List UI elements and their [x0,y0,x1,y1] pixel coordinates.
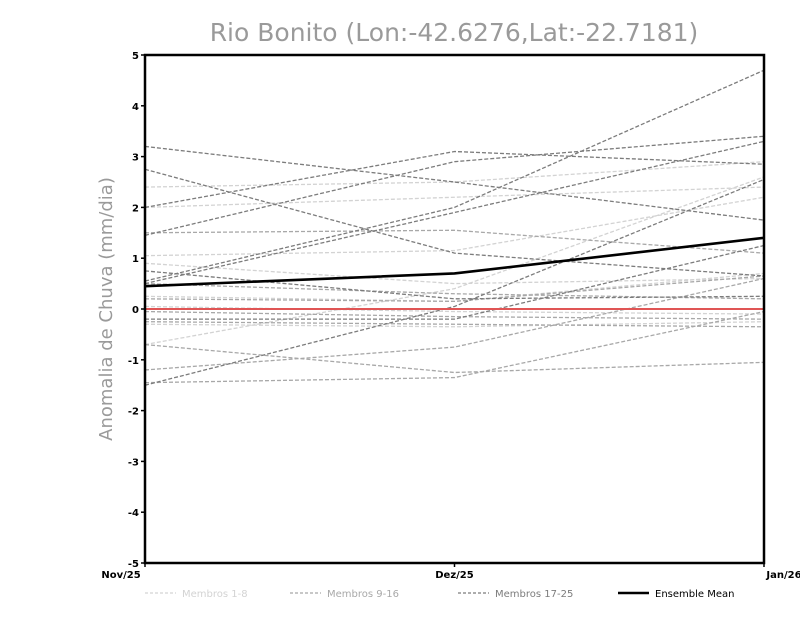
member-line-14 [144,343,765,374]
legend-label: Membros 9-16 [327,589,399,600]
x-tick-label: Jan/26 [765,570,800,581]
member-line-20 [144,135,765,236]
member-line-25 [144,178,765,386]
y-tick-label: 3 [132,153,139,164]
ensemble-mean-line [144,236,765,288]
y-tick-label: 1 [132,254,139,265]
legend-label: Membros 1-8 [182,589,248,600]
y-tick-label: 0 [132,305,139,316]
member-line-24 [145,244,765,320]
member-line-13 [144,321,765,328]
member-line-8 [144,176,765,346]
axis-layer: -5 -4 -3 -2 -1 0 1 2 3 4 5 Nov/25 Dez/25 Jan/26 [101,51,800,581]
member-line-9 [144,229,765,254]
x-tick-label: Dez/25 [435,570,474,581]
legend-label: Ensemble Mean [655,589,734,600]
y-tick-label: -3 [128,457,139,468]
y-tick-label: 2 [132,203,139,214]
chart-title: Rio Bonito (Lon:-42.6276,Lat:-22.7181) [210,18,699,47]
legend-label: Membros 17-25 [495,589,573,600]
member-line-7 [144,321,765,328]
member-line-11 [144,275,765,303]
member-line-22 [144,69,765,282]
member-line-2 [144,186,765,209]
member-line-12 [144,310,765,320]
x-tick-label: Nov/25 [101,570,140,581]
series-layer [144,69,765,386]
y-tick-label: -2 [128,407,139,418]
member-line-18 [144,168,765,277]
member-line-21 [144,270,765,300]
member-line-10 [144,282,765,300]
member-line-19 [144,150,765,209]
member-line-4 [144,262,765,285]
member-line-17 [144,145,765,221]
member-line-15 [144,277,765,371]
y-tick-label: 4 [132,102,139,113]
member-line-16 [144,310,765,384]
y-tick-label: -4 [128,508,139,519]
y-tick-label: -5 [128,559,139,570]
member-line-5 [144,272,765,303]
member-line-3 [144,196,765,257]
y-tick-label: 5 [132,51,139,62]
y-tick-label: -1 [128,356,139,367]
y-axis-label: Anomalia de Chuva (mm/dia) [96,177,117,441]
legend: Membros 1-8 Membros 9-16 Membros 17-25 Ense… [145,589,734,600]
member-line-1 [144,161,765,188]
member-line-23 [144,140,765,285]
